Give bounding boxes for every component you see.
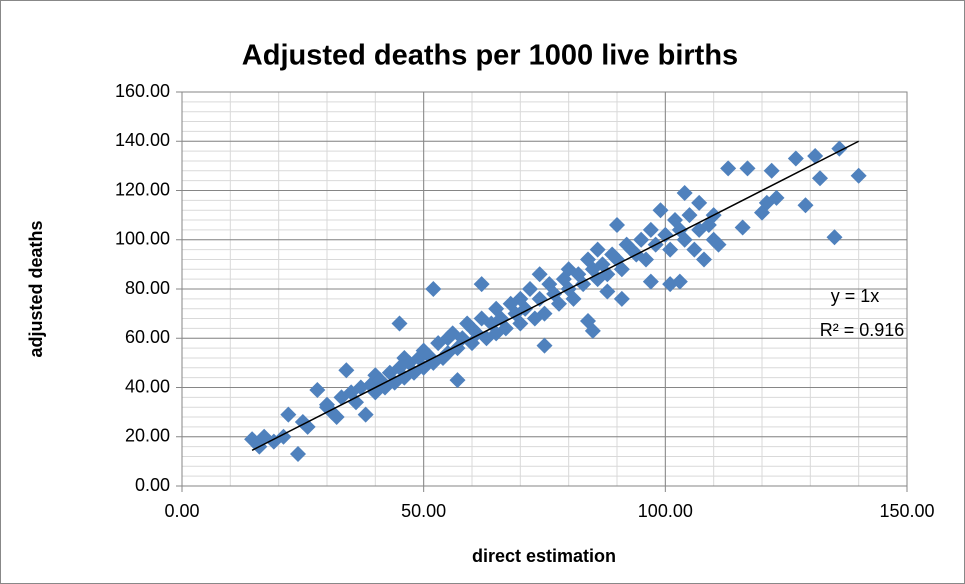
x-tick-label: 0.00 <box>164 501 199 521</box>
point <box>763 162 780 179</box>
point <box>512 315 529 332</box>
point <box>584 322 601 339</box>
point <box>536 337 553 354</box>
trendline <box>251 140 860 451</box>
point <box>522 281 538 297</box>
point <box>244 431 261 448</box>
y-tick-label: 60.00 <box>125 327 170 347</box>
y-tick-label: 0.00 <box>135 475 170 495</box>
point <box>696 251 712 268</box>
point <box>662 241 679 258</box>
point <box>609 216 625 233</box>
point <box>531 290 548 307</box>
point <box>739 160 756 177</box>
point <box>357 406 374 423</box>
plot-border <box>181 91 908 487</box>
point <box>734 219 751 236</box>
point <box>807 148 824 165</box>
point <box>850 167 867 184</box>
point <box>681 207 698 224</box>
point <box>812 170 828 187</box>
y-tick-label: 80.00 <box>125 278 170 298</box>
point <box>671 273 688 290</box>
point <box>551 295 567 312</box>
chart-title: Adjusted deaths per 1000 live births <box>242 40 738 72</box>
point <box>473 276 490 293</box>
point <box>599 283 616 300</box>
point <box>686 241 703 258</box>
point <box>309 381 326 398</box>
point <box>531 266 548 283</box>
point <box>676 184 693 201</box>
point <box>720 160 737 177</box>
point <box>676 231 693 248</box>
x-tick-label: 150.00 <box>879 501 934 521</box>
point <box>290 445 306 462</box>
point <box>613 261 630 278</box>
point <box>502 295 519 312</box>
point <box>826 229 843 246</box>
point <box>768 189 785 206</box>
point <box>710 236 727 253</box>
x-tick-label: 100.00 <box>638 501 693 521</box>
y-tick-label: 120.00 <box>115 179 170 199</box>
point <box>599 266 616 283</box>
point <box>638 251 654 268</box>
point <box>589 241 606 258</box>
y-tick-label: 140.00 <box>115 130 170 150</box>
point <box>787 150 804 167</box>
point <box>652 202 669 219</box>
marks <box>244 140 867 462</box>
point <box>280 406 297 423</box>
x-tick-label: 50.00 <box>401 501 446 521</box>
point <box>700 216 717 233</box>
point <box>565 290 582 307</box>
point <box>613 290 630 307</box>
y-tick-label: 40.00 <box>125 376 170 396</box>
trendline-equation: y = 1x <box>831 286 880 306</box>
x-axis-title: direct estimation <box>472 546 616 566</box>
point <box>391 315 408 332</box>
point <box>348 394 364 411</box>
point <box>425 281 442 297</box>
y-axis-title: adjusted deaths <box>26 220 46 357</box>
point <box>642 273 659 290</box>
point <box>657 226 674 243</box>
point <box>449 372 466 389</box>
y-tick-label: 100.00 <box>115 229 170 249</box>
point <box>299 418 316 435</box>
point <box>797 197 814 214</box>
trendline-r-squared: R² = 0.916 <box>820 320 905 340</box>
point <box>497 320 514 337</box>
point <box>633 231 650 248</box>
y-tick-label: 160.00 <box>115 81 170 101</box>
point <box>691 194 708 211</box>
y-tick-label: 20.00 <box>125 426 170 446</box>
point <box>338 362 355 379</box>
point <box>642 221 659 238</box>
point <box>536 305 553 322</box>
